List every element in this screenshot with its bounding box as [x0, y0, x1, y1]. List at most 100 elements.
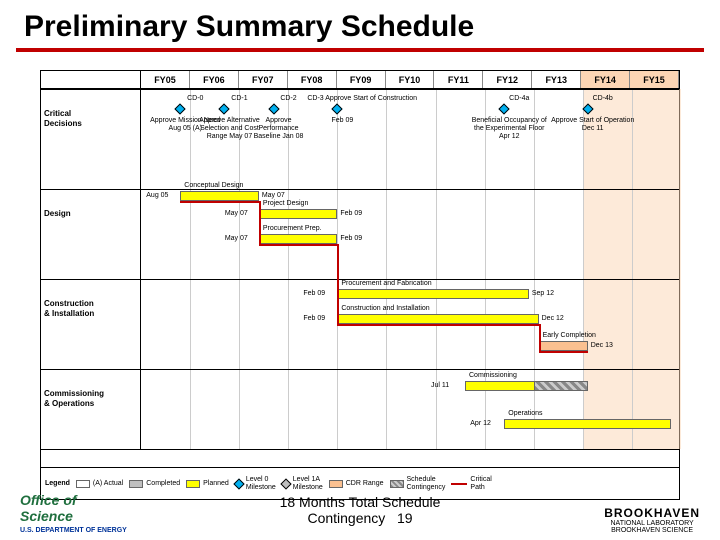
legend-swatch-icon: [390, 480, 404, 488]
fy-col-fy15: FY15: [630, 71, 679, 88]
critical-path-seg: [337, 324, 538, 326]
milestone-bottom-label-cd4a: Beneficial Occupancy of the Experimental…: [464, 117, 554, 141]
chart-body: Critical DecisionsDesignConstruction & I…: [41, 89, 679, 449]
fy-col-fy12: FY12: [483, 71, 532, 88]
milestone-top-label-cd3: CD-3 Approve Start of Construction: [307, 95, 397, 103]
legend-item: Planned: [186, 480, 229, 488]
bar-label-early-completion: Early Completion: [543, 332, 596, 339]
legend-diamond-icon: [280, 478, 291, 489]
legend-line-icon: [451, 483, 467, 485]
fy-col-fy08: FY08: [288, 71, 337, 88]
critical-path-seg: [180, 201, 259, 203]
legend-label: (A) Actual: [93, 480, 123, 488]
legend-item: Completed: [129, 480, 180, 488]
legend-diamond-icon: [233, 478, 244, 489]
fy-col-fy14: FY14: [581, 71, 630, 88]
legend-swatch-icon: [129, 480, 143, 488]
legend-swatch-icon: [76, 480, 90, 488]
row-labels: Critical DecisionsDesignConstruction & I…: [41, 89, 141, 449]
bar-right-date-early-completion: Dec 13: [591, 342, 613, 349]
bar-label-procurement-fab: Procurement and Fabrication: [341, 280, 431, 287]
footer: Office of Science U.S. DEPARTMENT OF ENE…: [0, 494, 720, 536]
milestone-cd3: [332, 103, 343, 114]
fy-col-fy10: FY10: [386, 71, 435, 88]
left-logo-l3: U.S. DEPARTMENT OF ENERGY: [20, 527, 127, 534]
bar-left-date-operations: Apr 12: [470, 420, 491, 427]
bar-right-date-project-design: Feb 09: [340, 210, 362, 217]
left-logo: Office of Science U.S. DEPARTMENT OF ENE…: [20, 492, 127, 534]
legend-label: CDR Range: [346, 480, 384, 488]
milestone-cd2: [268, 103, 279, 114]
fy-col-fy05: FY05: [141, 71, 190, 88]
legend-label: Completed: [146, 480, 180, 488]
bar-operations: [504, 419, 671, 429]
row-label-commissioning: Commissioning & Operations: [41, 389, 107, 409]
critical-path-seg: [539, 324, 541, 351]
bar-commissioning-cont: [534, 381, 588, 391]
legend-item: Level 0 Milestone: [235, 476, 276, 492]
milestone-bottom-label-cd4b: Approve Start of Operation Dec 11: [548, 117, 638, 133]
bar-right-date-conceptual-design: May 07: [262, 192, 285, 199]
caption-line2: Contingency: [307, 510, 385, 526]
gridline: [239, 89, 240, 449]
right-logo: BROOKHAVEN NATIONAL LABORATORY BROOKHAVE…: [604, 506, 700, 534]
bar-label-project-design: Project Design: [263, 200, 309, 207]
legend-item: (A) Actual: [76, 480, 123, 488]
milestone-top-label-cd4b: CD-4b: [558, 95, 648, 103]
row-divider: [41, 449, 679, 450]
fy-col-fy06: FY06: [190, 71, 239, 88]
bar-label-conceptual-design: Conceptual Design: [184, 182, 243, 189]
fy-header-spacer: [41, 71, 141, 88]
bar-label-construction-install: Construction and Installation: [341, 305, 429, 312]
page-number: 19: [397, 510, 413, 526]
fy-header: FY05FY06FY07FY08FY09FY10FY11FY12FY13FY14…: [41, 71, 679, 89]
legend-label: Critical Path: [470, 476, 491, 492]
gridline: [190, 89, 191, 449]
legend-item: Schedule Contingency: [390, 476, 446, 492]
legend-label: Schedule Contingency: [407, 476, 446, 492]
right-logo-l1: BROOKHAVEN: [604, 506, 700, 520]
gridline: [534, 89, 535, 449]
milestone-bottom-label-cd3: Feb 09: [297, 117, 387, 125]
gridline: [583, 89, 584, 449]
gridline: [485, 89, 486, 449]
gridline: [436, 89, 437, 449]
bar-right-date-construction-install: Dec 12: [542, 315, 564, 322]
critical-path-seg: [337, 244, 339, 324]
bar-label-commissioning: Commissioning: [469, 372, 517, 379]
bar-label-operations: Operations: [508, 410, 542, 417]
bar-left-date-project-design: May 07: [225, 210, 248, 217]
right-logo-l2: NATIONAL LABORATORY: [610, 520, 693, 527]
legend-title: Legend: [45, 480, 70, 487]
gridline: [632, 89, 633, 449]
row-divider: [41, 369, 679, 370]
bar-left-date-procurement-prep: May 07: [225, 235, 248, 242]
bar-construction-install: [337, 314, 538, 324]
legend-swatch-icon: [329, 480, 343, 488]
left-logo-l2: Science: [20, 508, 73, 524]
bar-right-date-procurement-prep: Feb 09: [340, 235, 362, 242]
critical-path-seg: [259, 244, 338, 246]
legend-label: Planned: [203, 480, 229, 488]
bar-right-date-procurement-fab: Sep 12: [532, 290, 554, 297]
critical-path-seg: [259, 201, 261, 244]
milestone-cd0: [175, 103, 186, 114]
bar-left-date-conceptual-design: Aug 05: [146, 192, 168, 199]
row-divider: [41, 89, 679, 90]
bar-left-date-construction-install: Feb 09: [303, 315, 325, 322]
milestone-cd1: [219, 103, 230, 114]
bar-procurement-prep: [259, 234, 338, 244]
row-label-critical_decisions: Critical Decisions: [41, 109, 85, 129]
caption-line1: 18 Months Total Schedule: [280, 494, 441, 510]
bar-procurement-fab: [337, 289, 528, 299]
milestone-top-label-cd4a: CD-4a: [474, 95, 564, 103]
critical-path-seg: [539, 351, 588, 353]
fy-col-fy07: FY07: [239, 71, 288, 88]
row-label-construction: Construction & Installation: [41, 299, 97, 319]
slide-root: Preliminary Summary Schedule FY05FY06FY0…: [0, 0, 720, 540]
legend-label: Level 1A Milestone: [293, 476, 323, 492]
gridline: [386, 89, 387, 449]
legend-label: Level 0 Milestone: [246, 476, 276, 492]
bar-conceptual-design: [180, 191, 259, 201]
milestone-cd4a: [499, 103, 510, 114]
